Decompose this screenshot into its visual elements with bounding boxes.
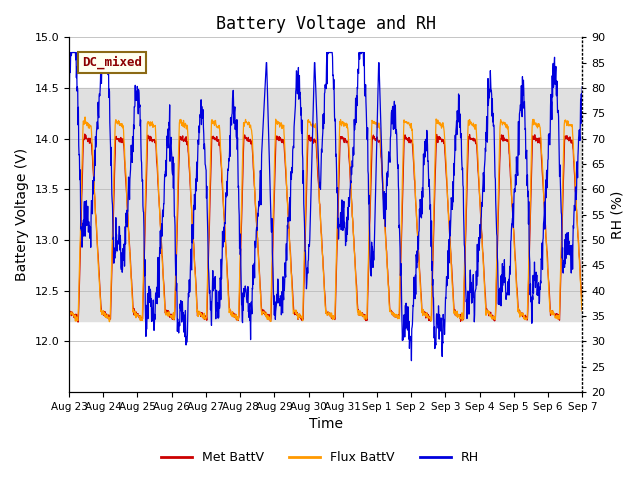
Title: Battery Voltage and RH: Battery Voltage and RH <box>216 15 436 33</box>
Text: DC_mixed: DC_mixed <box>82 56 142 69</box>
Bar <box>69 88 582 321</box>
Legend: Met BattV, Flux BattV, RH: Met BattV, Flux BattV, RH <box>156 446 484 469</box>
Y-axis label: RH (%): RH (%) <box>611 191 625 239</box>
Y-axis label: Battery Voltage (V): Battery Voltage (V) <box>15 148 29 281</box>
X-axis label: Time: Time <box>308 418 342 432</box>
